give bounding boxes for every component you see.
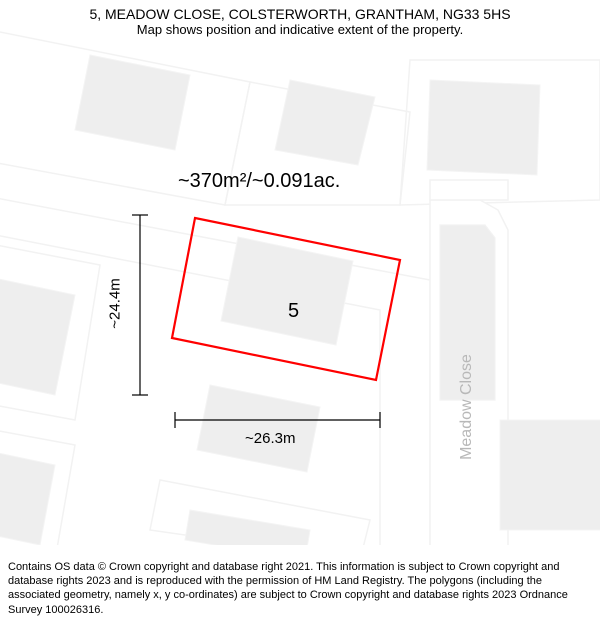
building-footprint	[427, 80, 540, 175]
area-label: ~370m²/~0.091ac.	[178, 170, 340, 193]
width-dimension-label: ~26.3m	[245, 430, 295, 447]
height-dimension-label: ~24.4m	[107, 278, 124, 328]
map-svg	[0, 0, 600, 545]
footer-copyright: Contains OS data © Crown copyright and d…	[0, 554, 600, 625]
road	[430, 180, 508, 200]
plot-number-label: 5	[288, 300, 299, 323]
road-name-label: Meadow Close	[458, 354, 476, 460]
building-footprint	[500, 420, 600, 530]
page-subtitle: Map shows position and indicative extent…	[0, 22, 600, 37]
page-title: 5, MEADOW CLOSE, COLSTERWORTH, GRANTHAM,…	[0, 6, 600, 22]
header: 5, MEADOW CLOSE, COLSTERWORTH, GRANTHAM,…	[0, 6, 600, 37]
